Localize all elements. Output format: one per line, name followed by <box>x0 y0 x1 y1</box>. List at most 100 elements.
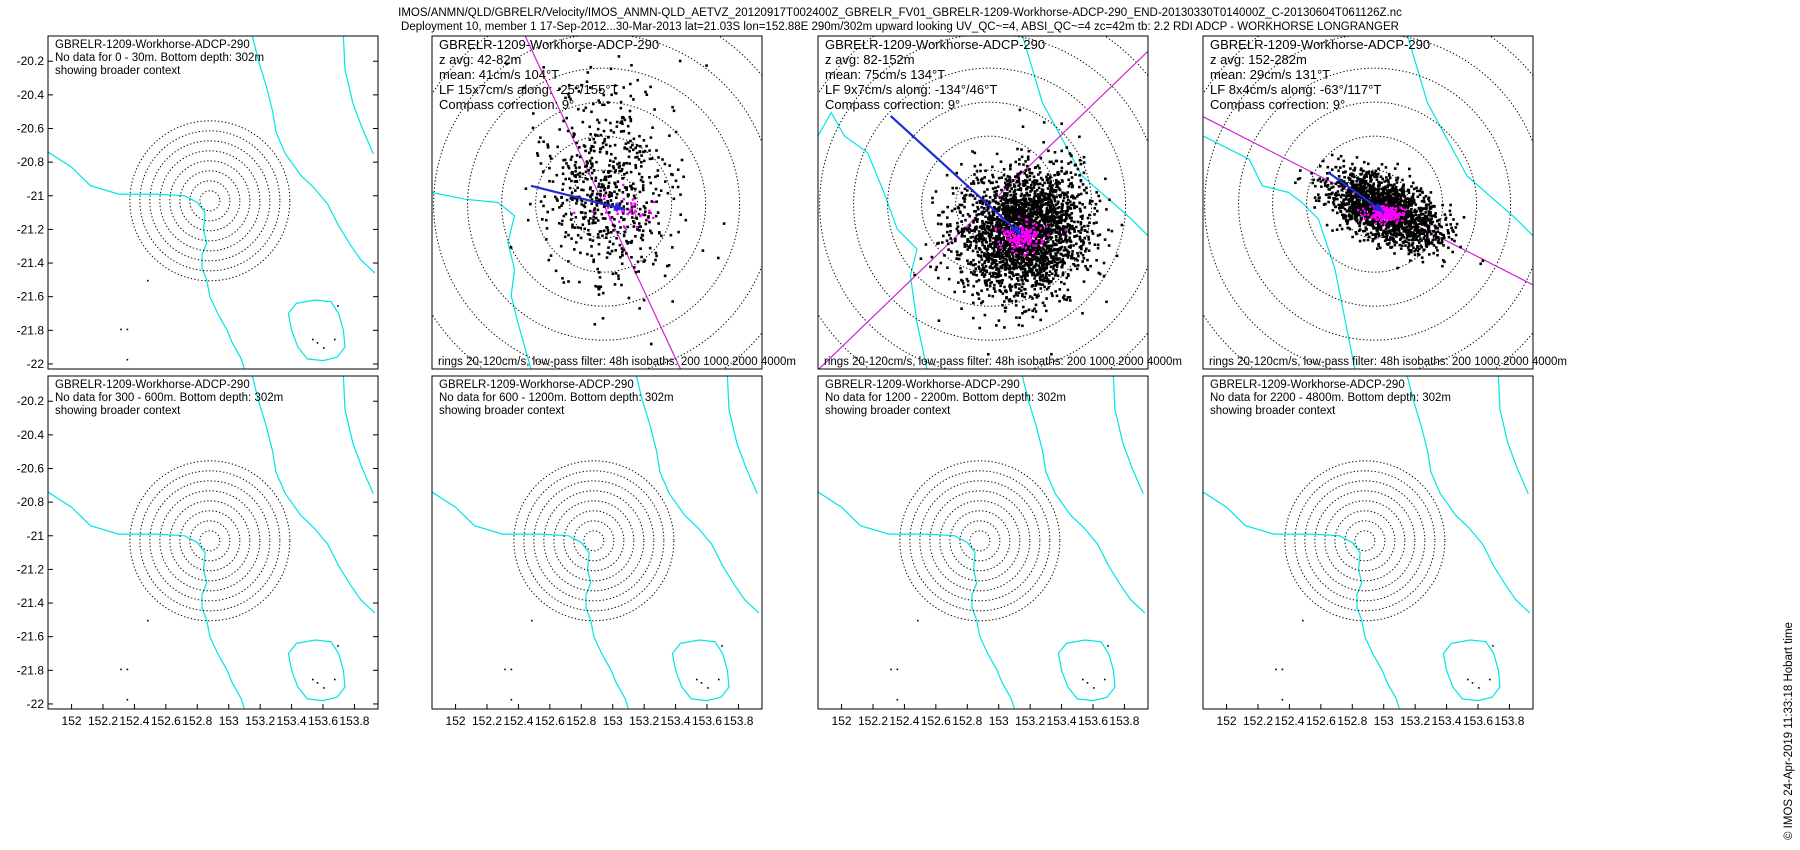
velocity-point <box>1347 200 1351 203</box>
velocity-point <box>1362 169 1365 173</box>
velocity-point <box>1050 201 1053 205</box>
velocity-point <box>650 157 654 160</box>
velocity-point <box>1021 256 1025 259</box>
velocity-point <box>982 181 986 185</box>
velocity-point <box>950 241 954 245</box>
velocity-point <box>1039 209 1042 213</box>
velocity-point <box>629 170 633 174</box>
velocity-point <box>666 264 669 268</box>
velocity-point <box>984 194 988 198</box>
velocity-point <box>1039 268 1042 271</box>
velocity-point <box>1373 201 1377 204</box>
velocity-point <box>1377 180 1380 184</box>
velocity-point <box>588 159 592 163</box>
velocity-point <box>983 190 986 194</box>
velocity-point <box>1408 221 1411 225</box>
velocity-point <box>983 273 987 276</box>
velocity-point <box>987 216 990 219</box>
velocity-point <box>1331 229 1334 232</box>
velocity-point <box>588 209 592 213</box>
velocity-point <box>589 86 592 89</box>
velocity-point <box>1060 219 1064 223</box>
velocity-point <box>1021 264 1025 268</box>
velocity-point <box>1001 279 1004 282</box>
velocity-point <box>628 115 632 119</box>
velocity-point <box>1008 248 1011 251</box>
velocity-point <box>995 245 998 249</box>
velocity-point <box>604 118 608 122</box>
panel-annotation-line-4: LF 9x7cm/s along: -134°/46°T <box>825 82 997 97</box>
lowpass-point <box>1024 246 1027 249</box>
velocity-point <box>1060 122 1063 125</box>
velocity-point <box>1056 185 1060 189</box>
velocity-point <box>970 182 973 185</box>
velocity-point <box>1039 241 1042 244</box>
velocity-point <box>1368 199 1372 202</box>
velocity-point <box>1031 219 1035 222</box>
velocity-point <box>1003 209 1006 212</box>
velocity-point <box>993 265 997 268</box>
velocity-point <box>1382 235 1385 238</box>
velocity-point <box>996 230 999 233</box>
velocity-point <box>596 233 600 236</box>
velocity-point <box>584 170 588 174</box>
velocity-point <box>1038 270 1042 274</box>
velocity-point <box>1009 207 1012 210</box>
velocity-point <box>1348 213 1351 216</box>
velocity-point <box>1102 261 1106 265</box>
velocity-point <box>575 241 578 244</box>
velocity-point <box>630 239 634 243</box>
velocity-point <box>584 177 587 180</box>
velocity-point <box>1432 234 1436 238</box>
velocity-point <box>1062 196 1066 200</box>
velocity-point <box>934 268 938 272</box>
velocity-point <box>1020 202 1024 205</box>
velocity-point <box>619 255 622 259</box>
velocity-point <box>1029 186 1032 189</box>
velocity-point <box>1096 209 1099 213</box>
velocity-point <box>671 105 674 109</box>
velocity-point <box>617 166 621 169</box>
velocity-point <box>608 195 611 198</box>
velocity-point <box>542 66 545 69</box>
velocity-point <box>1415 237 1418 240</box>
velocity-point <box>1017 255 1020 258</box>
velocity-point <box>1019 188 1022 191</box>
velocity-point <box>979 225 982 228</box>
velocity-point <box>991 275 995 278</box>
velocity-point <box>1382 229 1385 233</box>
velocity-point <box>1048 191 1052 195</box>
lowpass-point <box>1028 243 1031 246</box>
velocity-point <box>1002 244 1005 248</box>
velocity-point <box>1023 179 1027 182</box>
velocity-point <box>620 167 624 171</box>
velocity-point <box>984 215 987 219</box>
velocity-point <box>577 90 581 93</box>
velocity-point <box>974 218 978 221</box>
speed-ring <box>199 190 221 212</box>
velocity-point <box>622 205 625 208</box>
velocity-point <box>1363 229 1367 233</box>
velocity-point <box>1031 207 1035 210</box>
velocity-point <box>981 234 984 237</box>
velocity-point <box>1440 240 1444 244</box>
velocity-point <box>946 242 950 246</box>
velocity-point <box>609 174 612 178</box>
velocity-point <box>1004 227 1008 230</box>
velocity-point <box>1076 251 1079 255</box>
velocity-point <box>1022 305 1025 309</box>
velocity-point <box>1011 220 1015 224</box>
velocity-point <box>1019 256 1023 259</box>
velocity-point <box>522 86 525 90</box>
velocity-point <box>1377 244 1380 247</box>
velocity-point <box>1082 280 1086 283</box>
velocity-point <box>1063 297 1066 301</box>
velocity-point <box>1023 194 1027 197</box>
velocity-point <box>999 284 1002 288</box>
velocity-point <box>1002 223 1006 226</box>
velocity-point <box>1018 162 1021 166</box>
velocity-point <box>1058 260 1062 264</box>
velocity-point <box>1023 310 1026 314</box>
velocity-point <box>1060 227 1063 231</box>
velocity-point <box>624 142 628 145</box>
